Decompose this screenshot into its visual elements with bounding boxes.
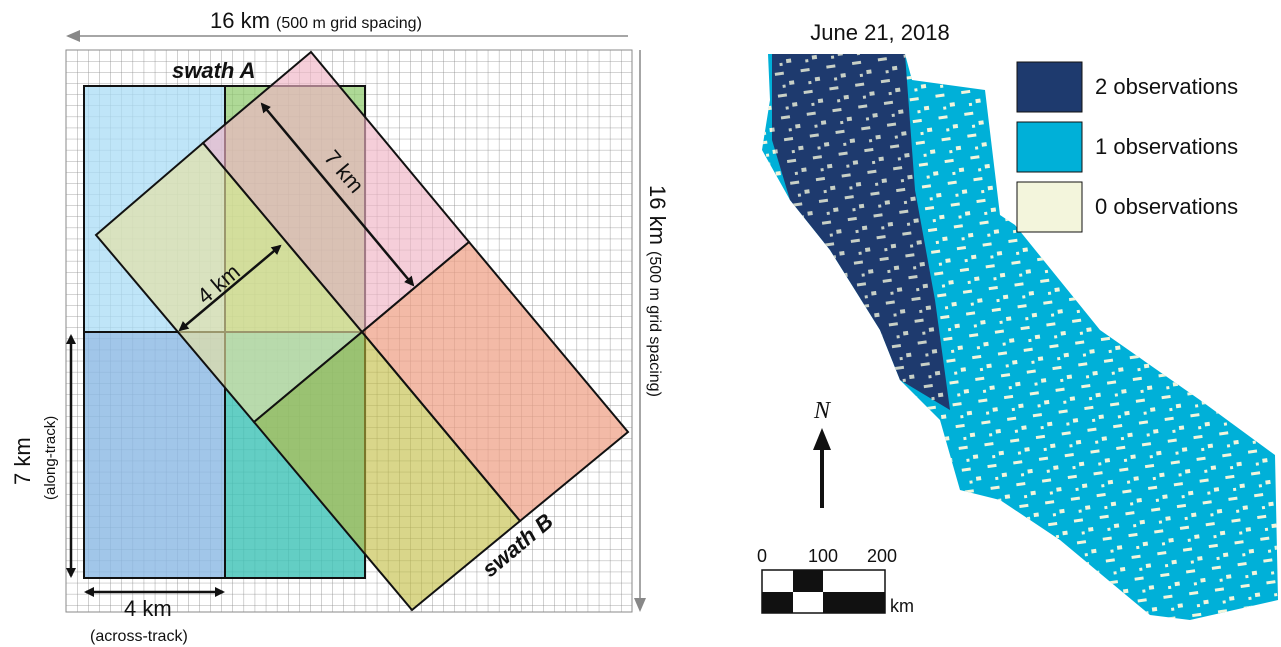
legend-label: 2 observations	[1095, 74, 1238, 99]
scale-tick: 0	[757, 546, 767, 566]
length-arrow	[260, 102, 415, 287]
swath-diagram: 16 km (500 m grid spacing) 16 km (500 m …	[10, 8, 670, 645]
label-part: 16 km	[210, 8, 270, 33]
north-arrow-head	[813, 428, 831, 450]
label-part: (500 m grid spacing)	[646, 251, 663, 397]
bottom-label-note: (across-track)	[90, 628, 188, 645]
top-label: 16 km (500 m grid spacing)	[210, 8, 422, 33]
legend-label: 1 observations	[1095, 134, 1238, 159]
swath-a-label: swath A	[172, 58, 256, 83]
legend-label: 0 observations	[1095, 194, 1238, 219]
bottom-label-main: 4 km	[124, 596, 172, 621]
left-label-note: (along-track)	[42, 416, 59, 500]
map-date: June 21, 2018	[810, 20, 949, 45]
double-coverage-gaps	[772, 54, 950, 410]
legend-swatch	[1016, 181, 1083, 233]
right-label: 16 km (500 m grid spacing)	[645, 185, 670, 397]
left-label-main: 7 km	[10, 437, 35, 485]
width-arrow	[178, 244, 282, 332]
label-part: 16 km	[645, 185, 670, 245]
legend-swatch	[1016, 121, 1083, 173]
label-part: (500 m grid spacing)	[276, 15, 422, 32]
scale-bar	[761, 569, 886, 614]
swath-b-cell	[252, 330, 522, 612]
north-label: N	[813, 398, 832, 424]
swath-a-cell	[83, 331, 226, 579]
scale-unit: km	[890, 596, 914, 616]
observation-map: June 21, 2018 2 observations 1 observati…	[757, 20, 1278, 620]
scale-tick: 100	[808, 546, 838, 566]
scale-tick: 200	[867, 546, 897, 566]
legend-swatch	[1016, 61, 1083, 113]
